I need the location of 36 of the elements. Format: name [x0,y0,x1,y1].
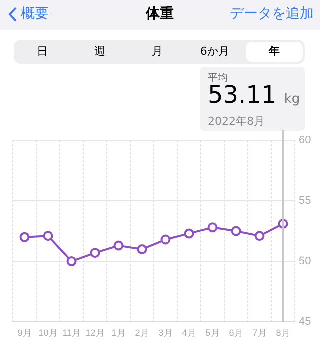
text: 週 [94,44,107,60]
x-tick-label: 5月 [206,328,220,338]
x-tick-label: 12月 [86,328,105,338]
text: 月 [151,44,164,60]
point [231,226,242,236]
point [160,234,171,245]
chart-title: 体重 [146,6,174,22]
x-tick-label: 11月 [62,328,81,338]
point [114,240,124,251]
point [208,222,218,233]
x-tick-label: 10月 [38,328,58,338]
x-tick-label: 9月 [18,328,32,338]
text: 6か月 [199,44,230,60]
point [43,231,54,242]
text: 概要 [21,5,49,23]
point [137,244,148,254]
x-tick-label: 7月 [252,328,267,338]
text: 日 [36,44,50,60]
y-tick-label: 55 [299,195,312,208]
point [254,231,265,242]
text: データを追加 [230,5,314,23]
y-tick-label: 60 [299,134,312,147]
x-tick-label: 8月 [276,328,290,338]
point [90,248,100,258]
point [20,232,30,242]
x-tick-label: 1月 [112,328,126,338]
text: 2022年8月 [208,114,265,129]
x-tick-label: 2月 [135,328,150,338]
point [66,256,77,267]
x-tick-label: 4月 [182,328,196,338]
text: 年 [246,42,304,62]
point [184,228,194,239]
x-tick-label: 6月 [229,328,244,338]
y-tick-label: 50 [299,256,312,268]
x-tick-label: 3月 [158,328,173,338]
y-tick-label: 45 [299,316,312,328]
